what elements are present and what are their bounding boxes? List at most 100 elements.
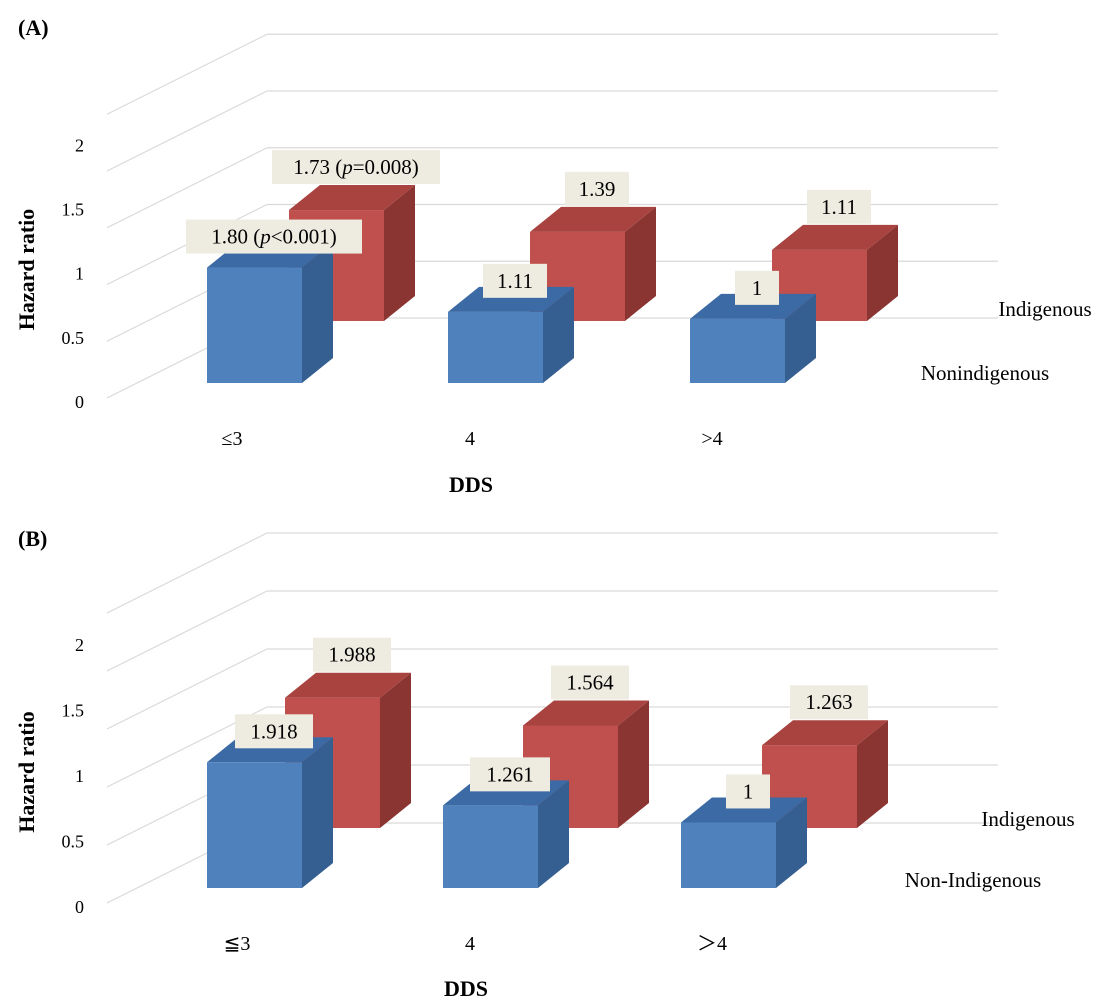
y-tick-label: 0.5 <box>62 328 85 348</box>
data-label-indigenous-1: 1.39 <box>579 177 616 201</box>
data-label-nonindigenous-0-group: 1.80 (p<0.001) <box>186 219 362 254</box>
bar-indigenous-1-side <box>618 700 649 828</box>
bar-nonindigenous-1-side <box>543 286 574 383</box>
data-label-nonindigenous-1-value: 1.261 <box>486 762 533 786</box>
bar-indigenous-1 <box>530 206 656 321</box>
x-tick-label: ≦3 <box>224 933 251 955</box>
bar-nonindigenous-0-side <box>302 737 333 888</box>
series-label-indigenous: Indigenous <box>981 807 1074 831</box>
bar-nonindigenous-2 <box>690 293 816 383</box>
data-label-nonindigenous-0: 1.918 <box>250 719 297 743</box>
bar-nonindigenous-2 <box>681 797 807 888</box>
data-label-nonindigenous-0-p-value: <0.001) <box>271 225 337 249</box>
data-label-nonindigenous-1-value: 1.11 <box>497 269 533 293</box>
data-label-indigenous-1-group: 1.564 <box>551 665 629 700</box>
data-label-nonindigenous-2-value: 1 <box>752 276 763 300</box>
bar-nonindigenous-2-front <box>681 822 776 888</box>
panel-label: (A) <box>18 15 49 40</box>
y-tick-label: 2 <box>75 635 84 655</box>
data-label-indigenous-0-p-value: =0.008) <box>353 155 419 179</box>
data-label-nonindigenous-0-value: 1.80 ( <box>211 225 260 249</box>
bar-nonindigenous-2-top <box>690 293 816 319</box>
data-label-nonindigenous-0-p-symbol: p <box>258 225 271 249</box>
bar-nonindigenous-1 <box>448 286 574 383</box>
data-label-indigenous-2-group: 1.11 <box>807 189 871 224</box>
data-label-indigenous-0-box <box>272 150 440 185</box>
bar-nonindigenous-1-front <box>443 805 538 888</box>
data-label-indigenous-1-value: 1.564 <box>566 670 614 694</box>
bar-nonindigenous-1 <box>443 780 569 888</box>
data-label-indigenous-0-group: 1.73 (p=0.008) <box>272 150 440 185</box>
data-label-indigenous-1-box <box>551 665 629 700</box>
y-tick-label: 0 <box>75 392 84 412</box>
data-label-indigenous-1-group: 1.39 <box>565 171 629 206</box>
bar-indigenous-1-top <box>523 700 649 726</box>
data-label-nonindigenous-2: 1 <box>743 779 754 803</box>
y-tick-label: 1.5 <box>62 700 85 720</box>
bar-nonindigenous-0 <box>207 242 333 383</box>
bar-indigenous-2-top <box>772 224 898 250</box>
data-label-nonindigenous-0-box <box>235 714 313 749</box>
data-label-indigenous-2-group: 1.263 <box>790 685 868 720</box>
bar-nonindigenous-0 <box>207 737 333 888</box>
x-axis-label: DDS <box>444 976 488 1000</box>
x-tick-label: 4 <box>465 933 475 955</box>
series-label-nonindigenous: Non-Indigenous <box>905 868 1041 892</box>
y-axis-label: Hazard ratio <box>14 711 39 833</box>
bar-indigenous-2-top <box>762 720 888 746</box>
y-tick-label: 1 <box>75 766 84 786</box>
bar-nonindigenous-1-side <box>538 780 569 888</box>
x-axis-label: DDS <box>449 472 493 497</box>
data-label-indigenous-0-group: 1.988 <box>313 637 391 672</box>
data-label-nonindigenous-1-group: 1.261 <box>470 757 550 792</box>
bar-indigenous-0-side <box>384 185 415 321</box>
bar-nonindigenous-1-front <box>448 311 543 383</box>
data-label-indigenous-2: 1.263 <box>805 690 852 714</box>
data-label-nonindigenous-1-group: 1.11 <box>483 263 547 298</box>
data-label-nonindigenous-1: 1.11 <box>497 269 533 293</box>
gridline-floor-edge <box>106 532 268 614</box>
y-tick-label: 1.5 <box>62 200 85 220</box>
bar-nonindigenous-0-front <box>207 267 302 383</box>
bar-nonindigenous-2-side <box>785 293 816 383</box>
gridline-floor-edge <box>106 90 268 172</box>
bar-indigenous-2-side <box>857 720 888 828</box>
y-tick-label: 0.5 <box>62 831 85 851</box>
data-label-indigenous-1-box <box>565 171 629 206</box>
bar-nonindigenous-0-side <box>302 242 333 383</box>
data-label-nonindigenous-0: 1.80 (p<0.001) <box>211 225 337 249</box>
bar-nonindigenous-2-side <box>776 797 807 888</box>
data-label-indigenous-0-box <box>313 637 391 672</box>
panel-label: (B) <box>18 526 47 551</box>
data-label-indigenous-2-value: 1.263 <box>805 690 852 714</box>
data-label-nonindigenous-2-box <box>726 774 770 809</box>
data-label-indigenous-2: 1.11 <box>821 195 857 219</box>
data-label-indigenous-0-p-symbol: p <box>340 155 353 179</box>
data-label-nonindigenous-1-box <box>483 263 547 298</box>
bar-nonindigenous-2-top <box>681 797 807 823</box>
bar-indigenous-0-side <box>380 672 411 828</box>
bar-indigenous-1-side <box>625 206 656 321</box>
chart-panel: (B) 0 0.5 1 1.5 2 Hazard ratio 1.988 1.564 1.263 1… <box>14 526 1075 1000</box>
bar-indigenous-1-top <box>530 206 656 232</box>
bar-nonindigenous-2-front <box>690 318 785 383</box>
y-tick-label: 0 <box>75 897 84 917</box>
data-label-indigenous-1: 1.564 <box>566 670 614 694</box>
data-label-nonindigenous-2-box <box>735 270 779 305</box>
x-tick-label: ＞4 <box>697 933 727 955</box>
data-label-indigenous-0-value: 1.988 <box>328 643 375 667</box>
data-label-nonindigenous-0-group: 1.918 <box>235 714 313 749</box>
gridline-floor-edge <box>106 590 268 672</box>
data-label-indigenous-2-box <box>790 685 868 720</box>
bar-indigenous-0-top <box>285 672 411 698</box>
series-label-nonindigenous: Nonindigenous <box>921 361 1049 385</box>
bar-indigenous-2 <box>762 720 888 828</box>
data-label-indigenous-0-value: 1.73 ( <box>293 155 342 179</box>
x-tick-label: ≤3 <box>222 428 243 450</box>
bar-indigenous-1 <box>523 700 649 828</box>
data-label-nonindigenous-1: 1.261 <box>486 762 533 786</box>
bar-nonindigenous-0-front <box>207 762 302 888</box>
data-label-indigenous-1-value: 1.39 <box>579 177 616 201</box>
data-label-nonindigenous-0-value: 1.918 <box>250 719 297 743</box>
